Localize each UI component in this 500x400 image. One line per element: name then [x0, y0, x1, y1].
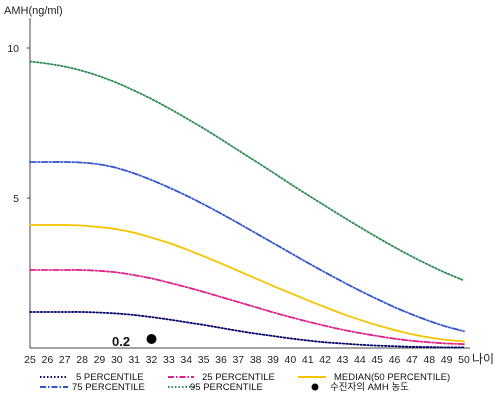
x-tick-label-40: 40: [285, 354, 297, 366]
x-tick-label-39: 39: [267, 354, 279, 366]
legend-label-75th: 75 PERCENTILE: [72, 382, 145, 393]
x-tick-label-27: 27: [59, 354, 71, 366]
patient-marker: 0.2: [112, 334, 157, 349]
x-tick-label-45: 45: [371, 354, 383, 366]
y-axis-title: AMH(ng/ml): [4, 5, 63, 17]
x-tick-label-33: 33: [163, 354, 175, 366]
x-tick-label-31: 31: [128, 354, 140, 366]
series-line-5th: [29, 311, 465, 349]
series-line-25th: [29, 269, 465, 345]
legend-label-25th: 25 PERCENTILE: [202, 372, 275, 383]
legend-label-5th: 5 PERCENTILE: [76, 372, 144, 383]
legend-marker-dot: [311, 383, 319, 391]
legend: 5 PERCENTILE 25 PERCENTILE MEDIAN(50 PER…: [40, 372, 450, 393]
x-tick-label-49: 49: [441, 354, 453, 366]
x-tick-label-44: 44: [354, 354, 366, 366]
x-tick-label-36: 36: [215, 354, 227, 366]
legend-item-patient: 수진자의 AMH 농도: [311, 382, 409, 393]
x-tick-label-41: 41: [302, 354, 314, 366]
legend-item-5th: 5 PERCENTILE: [40, 372, 144, 383]
y-tick-label-10: 10: [7, 43, 19, 55]
x-tick-label-30: 30: [111, 354, 123, 366]
x-tick-label-35: 35: [198, 354, 210, 366]
legend-item-25th: 25 PERCENTILE: [168, 372, 275, 383]
y-tick-label-5: 5: [13, 193, 19, 205]
legend-label-patient: 수진자의 AMH 농도: [330, 382, 409, 393]
axes: AMH(ng/ml) 나이: [4, 5, 494, 366]
legend-item-75th: 75 PERCENTILE: [40, 382, 145, 393]
x-tick-label-50: 50: [458, 354, 470, 366]
x-tick-label-32: 32: [146, 354, 158, 366]
marker-value-label: 0.2: [112, 334, 130, 349]
x-tick-label-48: 48: [423, 354, 435, 366]
tick-labels: 25 26 27 28 29 30 31 32 33 34 35 36 37 38 39 40 41 42 43 44…: [7, 43, 470, 366]
x-tick-label-43: 43: [337, 354, 349, 366]
legend-label-median: MEDIAN(50 PERCENTILE): [334, 372, 450, 383]
x-tick-label-38: 38: [250, 354, 262, 366]
x-tick-label-25: 25: [24, 354, 36, 366]
legend-item-95th: 95 PERCENTILE: [168, 382, 263, 393]
x-tick-label-47: 47: [406, 354, 418, 366]
x-tick-label-26: 26: [42, 354, 54, 366]
series-lines: [29, 60, 465, 349]
x-tick-label-46: 46: [389, 354, 401, 366]
legend-item-median: MEDIAN(50 PERCENTILE): [298, 372, 450, 383]
x-tick-label-34: 34: [180, 354, 192, 366]
patient-amh-point: [146, 334, 157, 344]
x-tick-label-28: 28: [76, 354, 88, 366]
series-line-median: [29, 224, 465, 343]
x-tick-label-37: 37: [232, 354, 244, 366]
legend-label-95th: 95 PERCENTILE: [190, 382, 263, 393]
x-axis-title: 나이: [472, 352, 494, 366]
x-tick-label-42: 42: [319, 354, 331, 366]
x-tick-label-29: 29: [94, 354, 106, 366]
series-line-95th: [29, 60, 465, 282]
series-line-75th: [29, 161, 465, 333]
